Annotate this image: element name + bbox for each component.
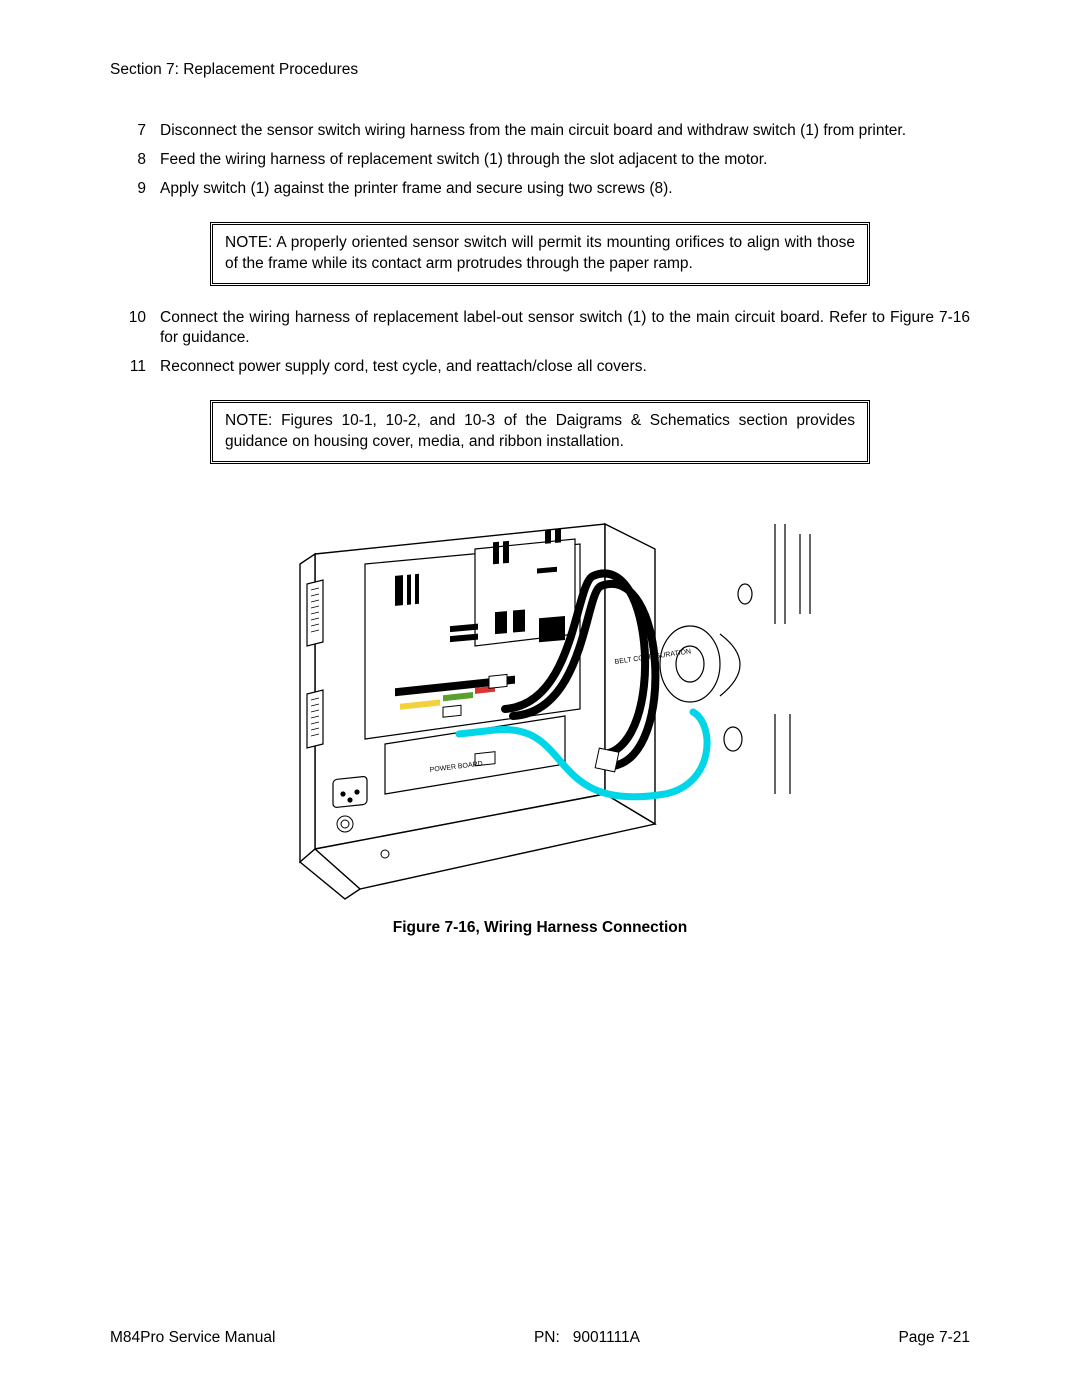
step-text: Apply switch (1) against the printer fra… <box>160 179 970 200</box>
step-number: 11 <box>124 357 160 378</box>
step-text: Reconnect power supply cord, test cycle,… <box>160 357 970 378</box>
section-header: Section 7: Replacement Procedures <box>110 60 970 81</box>
step-item: 7 Disconnect the sensor switch wiring ha… <box>124 121 970 142</box>
steps-list-2: 10 Connect the wiring harness of replace… <box>124 308 970 379</box>
footer-center: PN: 9001111A <box>534 1328 640 1349</box>
wiring-diagram: BELT CONFIGURATION POWER BOARD <box>245 494 835 904</box>
step-item: 9 Apply switch (1) against the printer f… <box>124 179 970 200</box>
page-footer: M84Pro Service Manual PN: 9001111A Page … <box>110 1328 970 1349</box>
footer-left: M84Pro Service Manual <box>110 1328 275 1349</box>
step-number: 9 <box>124 179 160 200</box>
step-number: 8 <box>124 150 160 171</box>
step-number: 7 <box>124 121 160 142</box>
step-item: 11 Reconnect power supply cord, test cyc… <box>124 357 970 378</box>
figure-caption: Figure 7-16, Wiring Harness Connection <box>110 918 970 939</box>
footer-right: Page 7-21 <box>898 1328 970 1349</box>
step-item: 10 Connect the wiring harness of replace… <box>124 308 970 350</box>
step-text: Disconnect the sensor switch wiring harn… <box>160 121 970 142</box>
step-number: 10 <box>124 308 160 350</box>
note-box-1: NOTE: A properly oriented sensor switch … <box>210 222 870 286</box>
step-text: Feed the wiring harness of replacement s… <box>160 150 970 171</box>
figure-wrap: BELT CONFIGURATION POWER BOARD Figure 7-… <box>110 494 970 939</box>
step-item: 8 Feed the wiring harness of replacement… <box>124 150 970 171</box>
step-text: Connect the wiring harness of replacemen… <box>160 308 970 350</box>
note-box-2: NOTE: Figures 10-1, 10-2, and 10-3 of th… <box>210 400 870 464</box>
steps-list-1: 7 Disconnect the sensor switch wiring ha… <box>124 121 970 200</box>
